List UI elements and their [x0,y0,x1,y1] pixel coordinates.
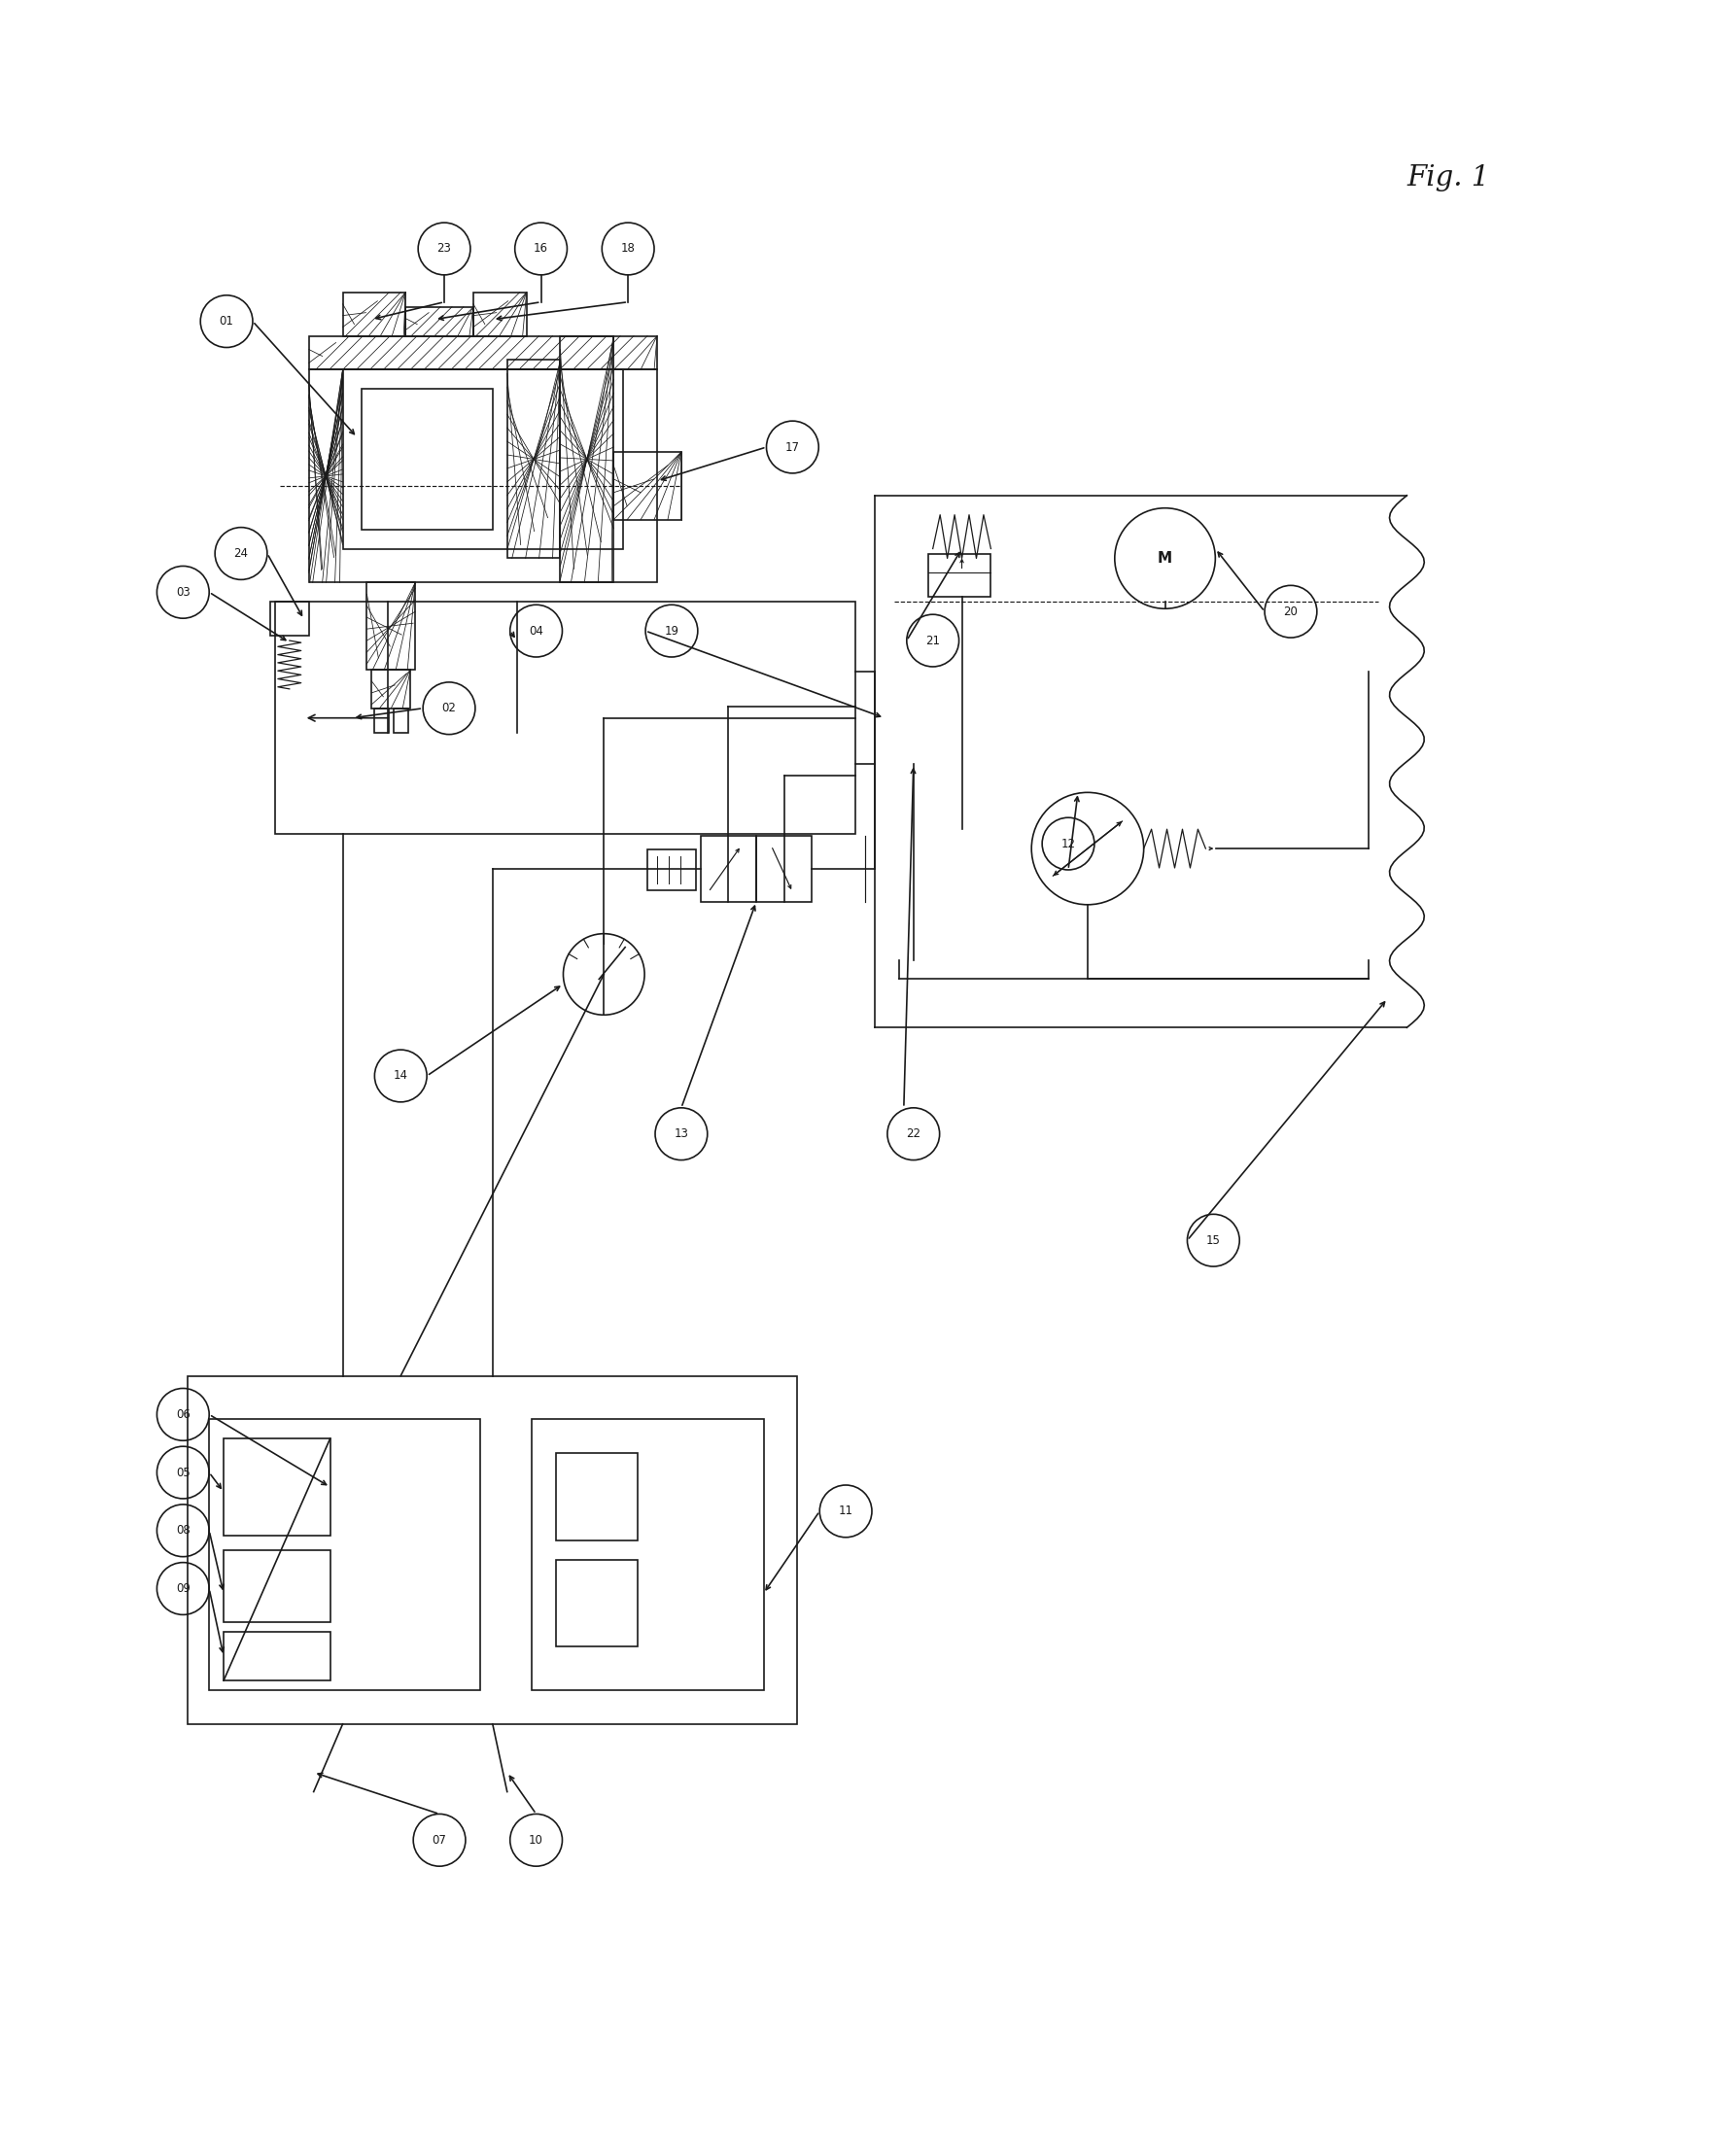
Bar [648,849,696,890]
Bar [274,603,856,834]
Bar [556,1559,637,1647]
Text: 22: 22 [906,1128,920,1141]
Text: 02: 02 [443,701,457,714]
Bar [342,292,406,337]
Text: 04: 04 [529,624,543,637]
Text: 14: 14 [394,1070,408,1083]
Bar [394,708,408,731]
Bar [224,1632,330,1680]
Text: Fig. 1: Fig. 1 [1406,165,1489,191]
Text: 18: 18 [621,242,635,255]
Text: 01: 01 [219,315,234,328]
Text: 09: 09 [175,1583,191,1596]
Text: M: M [1158,551,1172,566]
Text: 07: 07 [432,1834,446,1847]
Text: 11: 11 [838,1506,852,1517]
Text: 19: 19 [665,624,679,637]
Bar [757,837,812,901]
Text: 16: 16 [533,242,549,255]
Bar [366,583,415,669]
Bar [474,292,526,337]
Bar [375,708,389,731]
Bar [613,453,681,519]
Text: 12: 12 [1061,837,1076,849]
Bar [372,669,410,708]
Text: 05: 05 [175,1467,191,1478]
Text: 21: 21 [925,635,941,648]
Text: 23: 23 [437,242,451,255]
Text: 24: 24 [234,547,248,560]
Bar [406,307,474,337]
Text: 20: 20 [1283,605,1299,618]
Bar [929,553,991,596]
Bar [342,369,623,549]
Bar [507,360,561,558]
Text: 10: 10 [529,1834,543,1847]
Bar [531,1420,764,1690]
Bar [309,337,658,369]
Bar [309,369,658,583]
Bar [271,603,309,635]
Bar [187,1375,797,1725]
Bar [363,388,493,530]
Text: 15: 15 [1207,1233,1220,1246]
Text: 06: 06 [175,1407,191,1420]
Bar [701,837,757,901]
Text: 13: 13 [674,1128,689,1141]
Bar [224,1439,330,1536]
Text: 08: 08 [175,1525,191,1536]
Text: 03: 03 [175,586,191,598]
Bar [561,337,613,583]
Bar [224,1551,330,1622]
Text: 17: 17 [785,440,800,453]
Bar [208,1420,481,1690]
Bar [556,1452,637,1540]
